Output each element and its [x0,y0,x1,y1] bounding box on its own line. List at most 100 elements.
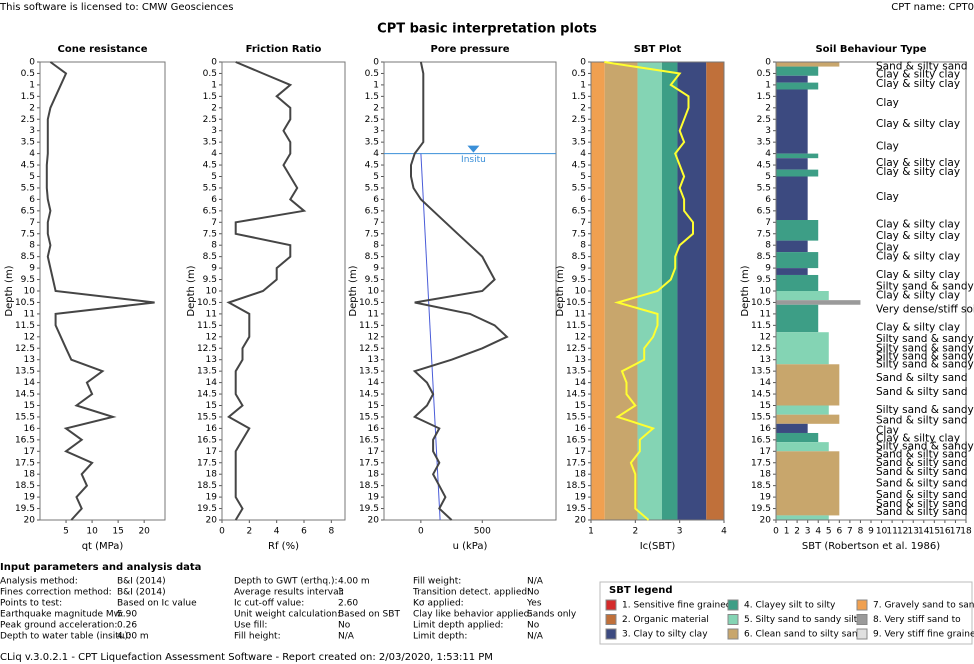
y-tick-label: 12 [575,332,586,342]
y-tick-label: 7 [373,218,379,228]
y-tick-label: 5 [29,172,35,182]
y-tick-label: 13 [760,355,771,365]
y-tick-label: 15 [206,401,217,411]
legend-box [599,581,973,645]
sbt-label: Sand & silty sand [876,477,967,489]
y-tick-label: 0.5 [757,69,771,79]
y-tick-label: 11 [206,309,217,319]
y-tick-label: 9.5 [203,275,217,285]
x-tick-label: 15 [929,527,940,537]
license: This software is licensed to: CMW Geosci… [0,2,233,13]
sbt-label: Sand & silty sand [876,489,967,501]
x-tick-label: 6 [301,527,307,537]
y-tick-label: 6.5 [572,206,586,216]
y-tick-label: 16.5 [566,435,586,445]
x-tick-label: 13 [907,527,918,537]
y-tick-label: 4.5 [203,161,217,171]
plot-frame [775,61,967,521]
y-tick-label: 17 [760,447,771,457]
param-value: No [338,621,351,631]
y-tick-label: 15.5 [566,412,586,422]
y-tick-label: 9.5 [365,275,379,285]
y-tick-label: 19 [575,493,587,503]
y-tick-label: 16 [24,424,36,434]
sbt-label: Sand & silty sand [876,449,967,461]
y-tick-label: 16 [368,424,380,434]
y-tick-label: 16 [760,424,772,434]
y-tick-label: 7.5 [21,229,35,239]
x-tick-label: 1 [588,527,594,537]
x-tick-label: 14 [918,527,930,537]
y-tick-label: 18 [760,470,772,480]
y-tick-label: 7 [765,218,771,228]
y-tick-label: 20 [24,516,36,526]
y-tick-label: 19.5 [15,504,35,514]
y-tick-label: 6.5 [203,206,217,216]
y-tick-label: 19 [24,493,36,503]
x-tick-label: 2 [246,527,252,537]
sbt-label: Clay & silty clay [876,157,960,169]
param-value: Based on Ic value [117,599,197,609]
y-tick-label: 13 [575,355,586,365]
y-tick-label: 13.5 [197,367,217,377]
x-axis-label: Rf (%) [268,541,299,552]
y-tick-label: 20 [206,516,218,526]
ic-line [604,61,694,521]
y-tick-label: 11 [24,309,35,319]
y-tick-label: 12 [206,332,217,342]
y-tick-label: 0 [580,58,586,68]
sbt-label: Clay [876,141,899,153]
parameters-title: Input parameters and analysis data [0,562,201,573]
y-tick-label: 8.5 [203,252,217,262]
legend-swatch [605,628,617,640]
x-tick-label: 0 [773,527,779,537]
legend-label: 8. Very stiff sand to [873,615,961,625]
x-tick-label: 20 [138,527,150,537]
y-tick-label: 9.5 [757,275,771,285]
legend-label: 9. Very stiff fine grained [873,630,974,640]
y-tick-label: 3 [765,126,771,136]
param-label: Limit depth applied: [413,621,503,631]
y-tick-label: 3.5 [572,138,586,148]
param-label: Earthquake magnitude Mw: [0,610,124,620]
x-tick-label: 4 [274,527,280,537]
y-axis-label: Depth (m) [4,265,15,316]
sbt-label: Silty sand & sandy silt [876,342,974,354]
x-tick-label: 2 [794,527,800,537]
sbt-layer [776,66,819,76]
y-tick-label: 14.5 [359,390,379,400]
y-tick-label: 11.5 [566,321,586,331]
param-value: Yes [526,599,542,609]
y-tick-label: 2.5 [203,115,217,125]
y-tick-label: 7.5 [572,229,586,239]
sbt-layer [776,240,808,253]
y-tick-label: 2.5 [757,115,771,125]
y-tick-label: 18.5 [15,481,35,491]
sbt-label: Silty sand & sandy silt [876,404,974,416]
y-tick-label: 3 [211,126,217,136]
x-tick-label: 5 [826,527,832,537]
y-tick-label: 20 [575,516,587,526]
legend-label: 4. Clayey silt to silty [744,601,836,611]
sbt-label: Sand & silty sand [876,466,967,478]
y-tick-label: 2.5 [365,115,379,125]
chart-title: SBT Plot [634,44,682,55]
sbt-label: Silty sand & sandy silt [876,350,974,362]
legend-swatch [605,599,617,611]
y-tick-label: 11.5 [751,321,771,331]
sbt-layer [776,423,808,433]
y-tick-label: 8.5 [365,252,379,262]
y-tick-label: 10 [760,287,772,297]
sbt-layer [776,364,840,406]
y-tick-label: 16.5 [751,435,771,445]
y-tick-label: 14.5 [15,390,35,400]
y-tick-label: 18.5 [359,481,379,491]
y-tick-label: 0.5 [203,69,217,79]
y-tick-label: 16.5 [197,435,217,445]
y-axis-label: Depth (m) [186,265,197,316]
y-tick-label: 5 [373,172,379,182]
param-label: Points to test: [0,599,62,609]
water-table-marker [467,145,480,153]
param-label: Fill height: [234,632,281,642]
